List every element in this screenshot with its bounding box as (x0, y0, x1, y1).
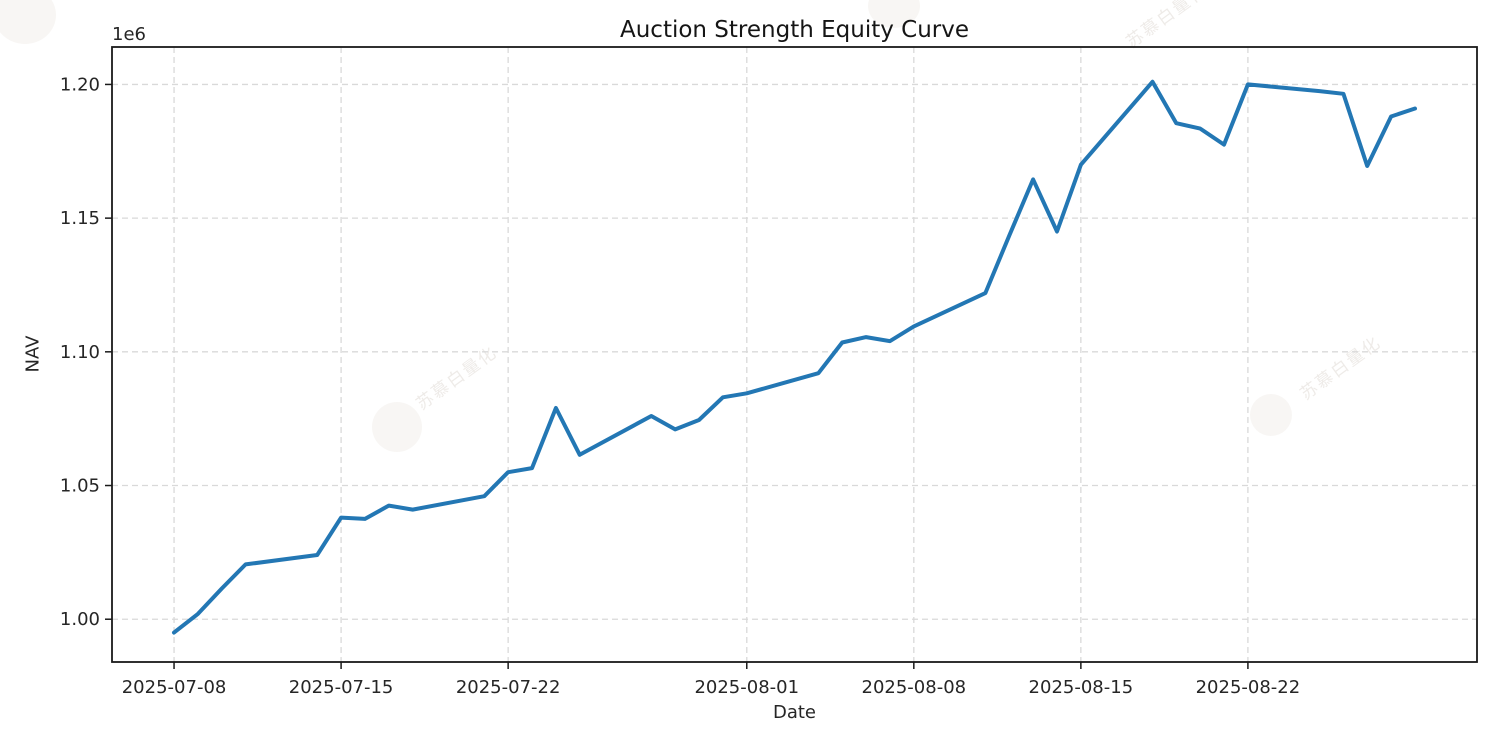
plot-border (111, 46, 1478, 663)
x-tick-label: 2025-08-08 (862, 677, 967, 698)
x-tick-label: 2025-08-01 (694, 677, 799, 698)
y-tick-label: 1.05 (60, 476, 100, 497)
x-tick-label: 2025-07-15 (289, 677, 394, 698)
x-tick-label: 2025-08-22 (1196, 677, 1301, 698)
y-tick-label: 1.20 (60, 74, 100, 95)
y-axis-label: NAV (22, 335, 44, 373)
y-axis-offset-label: 1e6 (112, 24, 146, 45)
y-tick-label: 1.00 (60, 609, 100, 630)
equity-curve-line (172, 79, 1417, 635)
x-tick-label: 2025-07-22 (456, 677, 561, 698)
tick-labels: 2025-07-08 2025-07-15 2025-07-22 2025-08-01… (60, 74, 1300, 698)
y-tick-label: 1.10 (60, 342, 100, 363)
x-axis-label: Date (772, 702, 817, 723)
grid-lines (112, 47, 1477, 662)
chart-title: Auction Strength Equity Curve (619, 17, 970, 43)
x-tick-label: 2025-08-15 (1029, 677, 1134, 698)
x-tick-label: 2025-07-08 (122, 677, 227, 698)
y-tick-label: 1.15 (60, 208, 100, 229)
axis-ticks (105, 83, 1249, 669)
